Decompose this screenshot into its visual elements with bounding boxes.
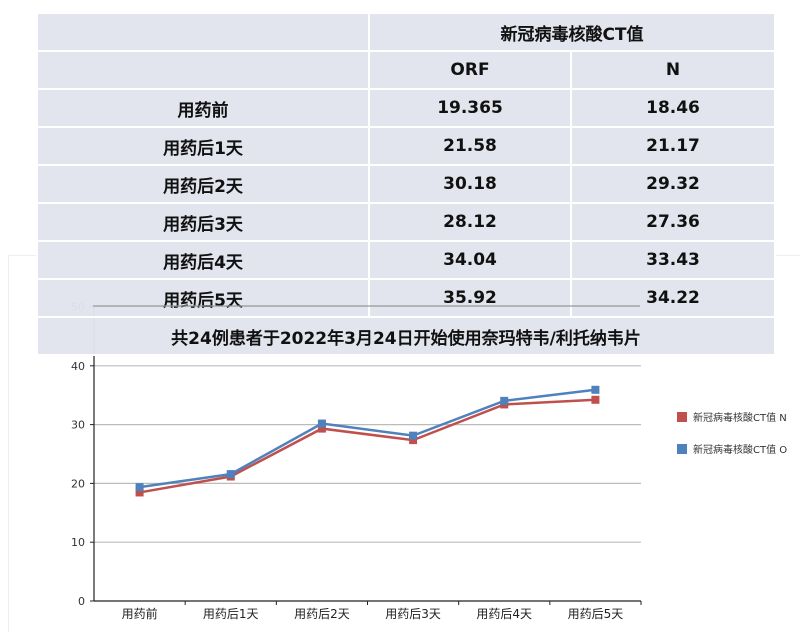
column-header-orf: ORF <box>368 50 572 90</box>
data-point <box>135 488 144 497</box>
table-subheader-row: ORF N <box>36 50 776 90</box>
data-point <box>591 395 600 404</box>
legend-swatch-o <box>677 443 687 454</box>
data-point <box>135 483 144 492</box>
orf-value: 19.365 <box>368 88 572 128</box>
y-tick-label: 40 <box>71 360 85 373</box>
header-empty <box>36 12 370 52</box>
n-value: 33.43 <box>570 240 776 280</box>
data-point <box>317 419 326 428</box>
table-row: 用药前 19.365 18.46 <box>36 88 776 128</box>
row-label: 用药前 <box>36 88 370 128</box>
data-point <box>317 424 326 433</box>
table-row: 用药后3天 28.12 27.36 <box>36 202 776 242</box>
orf-value: 35.92 <box>368 278 572 318</box>
table-header-row: 新冠病毒核酸CT值 <box>36 12 776 52</box>
x-tick-label: 用药后2天 <box>294 607 350 621</box>
n-value: 21.17 <box>570 126 776 166</box>
data-point <box>500 396 509 405</box>
y-tick-label: 20 <box>71 477 85 490</box>
table-row: 用药后1天 21.58 21.17 <box>36 126 776 166</box>
legend-item-o: 新冠病毒核酸CT值 O <box>677 441 787 456</box>
orf-value: 21.58 <box>368 126 572 166</box>
x-tick-label: 用药后4天 <box>476 607 532 621</box>
row-label: 用药后5天 <box>36 278 370 318</box>
y-tick-label: 30 <box>71 419 85 432</box>
table-row: 用药后4天 34.04 33.43 <box>36 240 776 280</box>
caption-row: 共24例患者于2022年3月24日开始使用奈玛特韦/利托纳韦片 <box>36 316 776 356</box>
column-header-n: N <box>570 50 776 90</box>
legend-label-o: 新冠病毒核酸CT值 O <box>693 445 788 456</box>
n-value: 18.46 <box>570 88 776 128</box>
n-value: 34.22 <box>570 278 776 318</box>
orf-value: 34.04 <box>368 240 572 280</box>
n-value: 27.36 <box>570 202 776 242</box>
table-row: 用药后5天 35.92 34.22 <box>36 278 776 318</box>
table-caption: 共24例患者于2022年3月24日开始使用奈玛特韦/利托纳韦片 <box>36 316 776 356</box>
series-line <box>139 398 596 494</box>
y-tick-label: 10 <box>71 536 85 549</box>
row-label: 用药后3天 <box>36 202 370 242</box>
data-point <box>591 385 600 394</box>
legend-swatch-n <box>677 411 687 422</box>
legend-item-n: 新冠病毒核酸CT值 N <box>677 409 787 424</box>
series-line <box>139 388 596 489</box>
table-row: 用药后2天 30.18 29.32 <box>36 164 776 204</box>
data-point <box>409 431 418 440</box>
x-tick-label: 用药后1天 <box>203 607 259 621</box>
x-tick-label: 用药前 <box>122 606 158 621</box>
x-tick-label: 用药后3天 <box>385 607 441 621</box>
row-label: 用药后2天 <box>36 164 370 204</box>
data-point <box>409 436 418 445</box>
header-empty <box>36 50 370 90</box>
ct-value-table: 新冠病毒核酸CT值 ORF N 用药前 19.365 18.46 用药后1天 21.5… <box>36 12 776 356</box>
orf-value: 30.18 <box>368 164 572 204</box>
row-label: 用药后1天 <box>36 126 370 166</box>
orf-value: 28.12 <box>368 202 572 242</box>
data-point <box>226 470 235 479</box>
legend-label-n: 新冠病毒核酸CT值 N <box>693 413 787 424</box>
y-tick-label: 0 <box>78 595 85 608</box>
x-tick-label: 用药后5天 <box>568 607 624 621</box>
row-label: 用药后4天 <box>36 240 370 280</box>
n-value: 29.32 <box>570 164 776 204</box>
group-header: 新冠病毒核酸CT值 <box>368 12 776 52</box>
